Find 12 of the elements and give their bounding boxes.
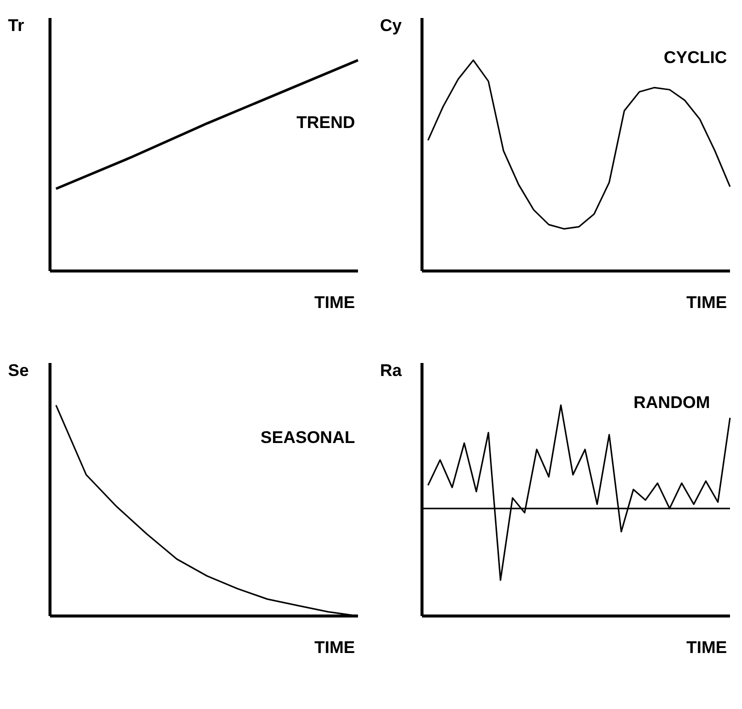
x-axis-title: TIME bbox=[314, 293, 355, 313]
annotation: CYCLIC bbox=[664, 48, 727, 68]
annotation: RANDOM bbox=[634, 393, 710, 413]
x-axis-title: TIME bbox=[686, 293, 727, 313]
y-axis-title: Cy bbox=[380, 16, 402, 36]
annotation: SEASONAL bbox=[260, 428, 355, 448]
annotation: TREND bbox=[296, 113, 355, 133]
y-axis-title: Tr bbox=[8, 16, 24, 36]
x-axis-title: TIME bbox=[686, 638, 727, 658]
y-axis-title: Ra bbox=[380, 361, 402, 381]
x-axis-title: TIME bbox=[314, 638, 355, 658]
y-axis-title: Se bbox=[8, 361, 29, 381]
